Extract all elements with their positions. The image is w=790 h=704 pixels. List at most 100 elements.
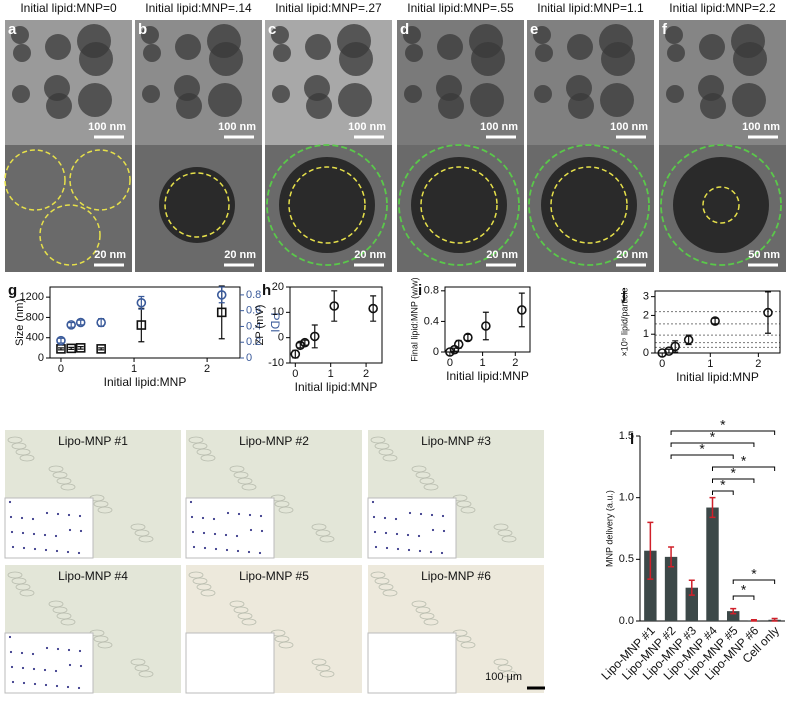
- cell: [311, 658, 327, 666]
- point: [329, 301, 340, 311]
- particle-cluster: [209, 42, 243, 76]
- mnp-dot: [371, 500, 375, 504]
- mnp-dot: [68, 663, 72, 667]
- x-tick-label: 1: [328, 368, 334, 380]
- cell: [278, 506, 294, 514]
- scale-label: 100 nm: [480, 121, 518, 133]
- y-tick-label: 0.8: [424, 285, 439, 297]
- y-axis-label: Final lipid:MNP (w/w): [409, 277, 419, 361]
- cell: [233, 471, 249, 479]
- significance-bracket: [732, 595, 755, 600]
- cell: [374, 577, 390, 585]
- particle-cluster: [666, 85, 684, 103]
- cell: [134, 664, 150, 672]
- cell: [11, 442, 27, 450]
- mnp-dot: [31, 517, 35, 521]
- x-tick-label: 2: [512, 357, 518, 369]
- particle-cluster: [142, 85, 160, 103]
- mnp-dot: [67, 513, 71, 517]
- point: [481, 321, 491, 331]
- particle-cluster: [306, 93, 332, 119]
- point: [75, 343, 86, 353]
- core: [159, 167, 235, 243]
- mnp-dot: [237, 512, 241, 516]
- point: [664, 346, 674, 356]
- cell: [501, 670, 517, 678]
- y-tick-label: -10: [268, 357, 284, 369]
- x-tick-label: 1: [480, 357, 486, 369]
- particle-cluster: [700, 93, 726, 119]
- particle-cluster: [12, 85, 30, 103]
- particle-cluster: [665, 26, 683, 44]
- particle-cluster: [11, 26, 29, 44]
- mnp-dot: [11, 545, 15, 549]
- image-label: Lipo-MNP #2: [239, 434, 309, 448]
- particle-cluster: [601, 42, 635, 76]
- particle-cluster: [403, 26, 421, 44]
- dashed-outline: [69, 149, 131, 211]
- cell: [56, 477, 72, 485]
- mnp-dot: [407, 548, 411, 552]
- core: [541, 157, 637, 253]
- point: [683, 335, 694, 345]
- point: [96, 344, 106, 354]
- mnp-dot: [8, 500, 12, 504]
- mnp-dot: [67, 648, 71, 652]
- cell: [456, 635, 472, 643]
- cell: [138, 670, 154, 678]
- cell: [93, 500, 109, 508]
- significance-bracket: [712, 490, 734, 495]
- mnp-dot: [77, 686, 81, 690]
- particle-cluster: [404, 85, 422, 103]
- cell: [200, 454, 216, 462]
- error-bar: [464, 333, 471, 342]
- core: [279, 157, 375, 253]
- dashed-outline: [528, 144, 650, 266]
- cell: [233, 606, 249, 614]
- particle-cluster: [305, 34, 331, 60]
- particle-cluster: [533, 26, 551, 44]
- mnp-dot: [202, 531, 206, 535]
- particle-cluster: [176, 93, 202, 119]
- particle-cluster: [699, 34, 725, 60]
- particle-cluster: [733, 42, 767, 76]
- y-axis-label: ZP (mV): [254, 305, 266, 346]
- cell: [274, 635, 290, 643]
- point: [763, 307, 773, 318]
- cell: [241, 618, 257, 626]
- point: [136, 297, 147, 308]
- significance-label: *: [741, 582, 747, 598]
- cell: [196, 448, 212, 456]
- error-bar: [647, 521, 654, 580]
- cell: [200, 589, 216, 597]
- particle-cluster: [568, 93, 594, 119]
- mnp-dot: [259, 514, 263, 518]
- mnp-dot: [191, 530, 195, 534]
- error-bar: [138, 307, 145, 343]
- mnp-dot: [56, 512, 60, 516]
- mnp-dot: [21, 666, 25, 670]
- particle-cluster: [535, 44, 553, 62]
- point: [670, 341, 680, 352]
- cell: [419, 612, 435, 620]
- panel-letter: j: [621, 286, 626, 303]
- x-tick-label: 2: [363, 368, 369, 380]
- y2-axis-label: PDI: [268, 312, 282, 332]
- mnp-dot: [55, 549, 59, 553]
- x-tick-label: 2: [204, 363, 210, 375]
- scale-label: 20 nm: [94, 249, 126, 261]
- mnp-dot: [417, 534, 421, 538]
- panel-title: Initial lipid:MNP=.14: [145, 1, 252, 15]
- mnp-dot: [441, 514, 445, 518]
- dashed-outline: [288, 166, 366, 244]
- dashed-outline: [266, 144, 388, 266]
- cell: [93, 635, 109, 643]
- mnp-dot: [247, 550, 251, 554]
- inset: [367, 497, 457, 559]
- panel-title: Initial lipid:MNP=0: [20, 1, 117, 15]
- cell: [52, 471, 68, 479]
- point: [517, 305, 527, 315]
- error-bar: [77, 345, 84, 350]
- error-bar: [68, 321, 75, 328]
- cell: [319, 535, 335, 543]
